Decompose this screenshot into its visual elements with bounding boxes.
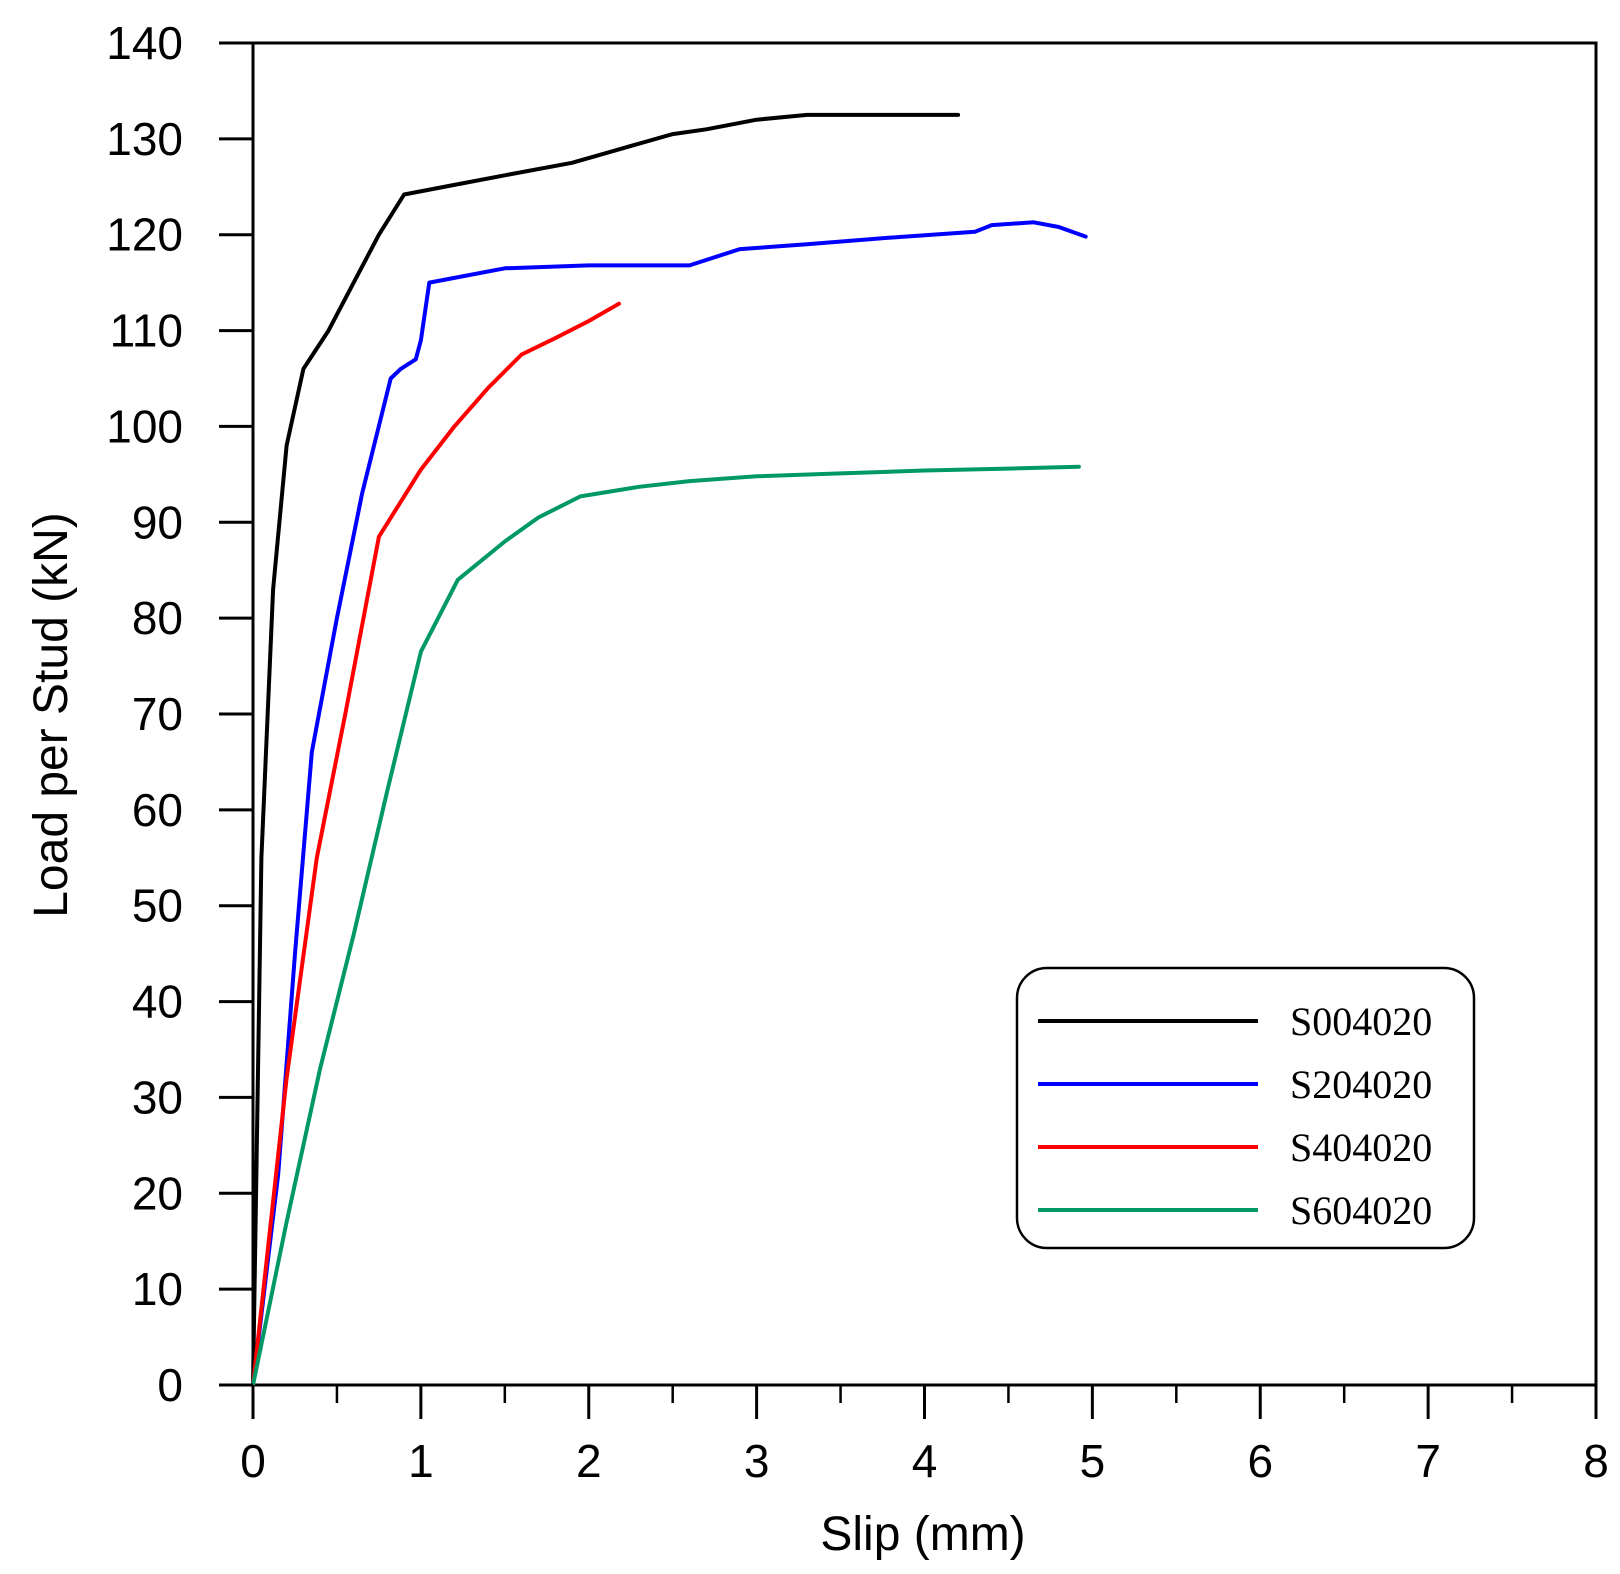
x-tick-label: 0 xyxy=(240,1435,266,1487)
x-axis-title: Slip (mm) xyxy=(820,1508,1025,1561)
x-tick-label: 6 xyxy=(1247,1435,1273,1487)
x-tick-label: 3 xyxy=(744,1435,770,1487)
legend-box xyxy=(1015,966,1476,1250)
y-tick-label: 80 xyxy=(132,592,183,644)
y-tick-label: 70 xyxy=(132,688,183,740)
y-tick-label: 90 xyxy=(132,496,183,548)
y-axis-title: Load per Stud (kN) xyxy=(25,512,78,918)
series-line-s204020 xyxy=(251,220,1088,1387)
y-tick-label: 130 xyxy=(106,113,183,165)
x-tick-label: 5 xyxy=(1080,1435,1106,1487)
series-line-s004020 xyxy=(251,112,961,1387)
y-tick-label: 20 xyxy=(132,1167,183,1219)
y-tick-label: 30 xyxy=(132,1071,183,1123)
y-tick-label: 140 xyxy=(106,17,183,69)
y-tick-label: 100 xyxy=(106,400,183,452)
legend: S004020 S204020 S404020 S604020 xyxy=(1015,966,1476,1250)
legend-label-s404020: S404020 xyxy=(1290,1125,1432,1170)
y-tick-label: 50 xyxy=(132,880,183,932)
legend-label-s604020: S604020 xyxy=(1290,1188,1432,1233)
x-tick-label: 7 xyxy=(1415,1435,1441,1487)
x-tick-label: 2 xyxy=(576,1435,602,1487)
series-line-s604020 xyxy=(251,464,1081,1387)
series-lines xyxy=(251,112,1088,1387)
x-tick-label: 4 xyxy=(912,1435,938,1487)
y-tick-label: 60 xyxy=(132,784,183,836)
y-tick-label: 0 xyxy=(157,1359,183,1411)
y-tick-label: 120 xyxy=(106,209,183,261)
x-tick-label: 8 xyxy=(1583,1435,1609,1487)
x-tick-label: 1 xyxy=(408,1435,434,1487)
legend-label-s204020: S204020 xyxy=(1290,1062,1432,1107)
axes: 0 1 2 3 4 5 6 7 80102030405060708090100110120130… xyxy=(106,17,1609,1487)
series-line-s404020 xyxy=(251,301,621,1387)
y-tick-label: 40 xyxy=(132,976,183,1028)
y-tick-label: 110 xyxy=(110,305,183,357)
legend-label-s004020: S004020 xyxy=(1290,999,1432,1044)
y-tick-label: 10 xyxy=(132,1263,183,1315)
